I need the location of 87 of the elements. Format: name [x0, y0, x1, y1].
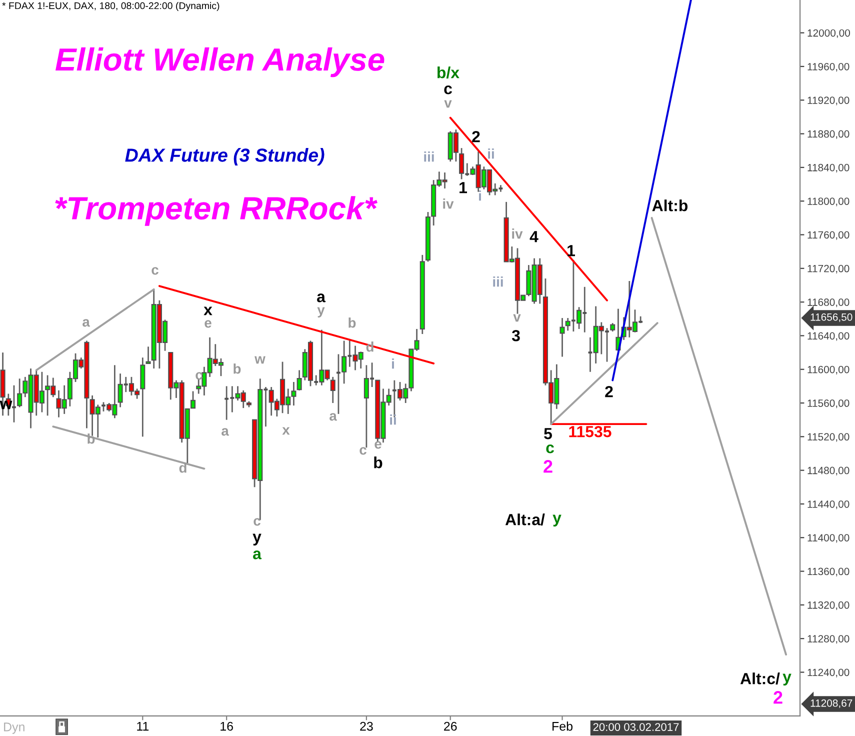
annotation: a [317, 294, 326, 302]
annotation: v [444, 100, 452, 108]
candlestick [11, 384, 17, 424]
y-tick-label: 11760,00 [808, 231, 850, 240]
annotation: iii [424, 152, 434, 162]
annotation: c [444, 86, 452, 94]
annotation: b/x [438, 66, 460, 78]
annotation: d [179, 462, 186, 473]
y-tick-label: 11440,00 [808, 500, 850, 510]
text: Elliott Wellen Analyse [55, 47, 384, 78]
text: 11656,50 [810, 313, 852, 322]
annotation: c [360, 447, 366, 455]
x-tick-label: 11 [137, 722, 149, 731]
y-tick-label: 11280,00 [808, 635, 850, 644]
candlestick [190, 390, 196, 409]
candlestick [560, 317, 565, 358]
x-tick-label: 16 [220, 722, 233, 731]
text: 11208,67 [810, 699, 852, 708]
candlestick [296, 369, 302, 392]
annotation: a [82, 319, 90, 327]
y-tick-label: 11560,00 [808, 400, 850, 408]
y-tick-label: 11640,00 [808, 332, 850, 341]
candlestick [146, 346, 151, 364]
annotation: iv [443, 198, 454, 209]
x-tick-label: Feb [552, 722, 572, 731]
y-tick-label: 11800,00 [808, 198, 850, 206]
annotation: a [222, 428, 229, 436]
annotation: c [254, 518, 260, 526]
x-tick-label: 26 [444, 722, 457, 731]
annotation: iii [493, 276, 503, 287]
annotation: c [546, 444, 554, 454]
annotation: 2 [472, 130, 480, 142]
annotation: y [552, 514, 562, 526]
annotation: b [234, 364, 241, 374]
annotation: x [204, 306, 212, 316]
y-tick-label: 11360,00 [808, 568, 850, 576]
annotation: ii [488, 148, 494, 159]
annotation: 11535 [569, 426, 612, 438]
y-tick-label: 11960,00 [808, 62, 850, 72]
annotation: e [374, 441, 382, 449]
y-tick-label: 11920,00 [808, 96, 850, 106]
annotation: a [330, 413, 337, 421]
annotation: Alt:a/ [505, 514, 545, 526]
annotation: a [253, 550, 262, 560]
annotation: c [152, 267, 158, 275]
y-tick-label: 11680,00 [808, 298, 850, 308]
y-tick-label: 11320,00 [808, 601, 850, 610]
annotation: ii [390, 414, 396, 425]
annotation: * FDAX 1!-EUX, DAX, 180, 08:00-22:00 (Dynamic) [2, 2, 220, 12]
annotation: 2 [605, 386, 613, 398]
text: DAX Future (3 Stunde) [125, 148, 324, 166]
candlestick [140, 356, 146, 438]
text: Dyn [4, 722, 24, 734]
y-tick-label: 11840,00 [808, 164, 850, 173]
y-tick-label: 11480,00 [808, 466, 850, 476]
y-tick-label: 11600,00 [808, 366, 850, 374]
annotation: y [252, 534, 262, 546]
annotation: 1 [460, 182, 467, 194]
annotation: e [204, 320, 212, 328]
annotation: 5 [544, 428, 552, 440]
annotation: 4 [530, 231, 538, 242]
annotation: 1 [568, 245, 575, 256]
y-tick-label: 11720,00 [808, 264, 850, 274]
y-tick-label: 11520,00 [808, 433, 850, 442]
y-tick-label: 11400,00 [808, 534, 850, 543]
annotation: i [479, 190, 481, 201]
annotation: iv [512, 228, 523, 239]
annotation: w [254, 356, 266, 364]
annotation: b [348, 318, 356, 328]
annotation: v [513, 314, 521, 322]
annotation: b [374, 456, 382, 468]
annotation: y [782, 674, 792, 686]
annotation: *Trompeten RRRock* [55, 196, 378, 226]
candlestick [330, 376, 336, 404]
y-tick-label: 11240,00 [808, 668, 850, 678]
annotation: Alt:c/ [740, 672, 780, 684]
annotation: 2 [544, 460, 552, 473]
annotation: 2 [774, 691, 782, 704]
annotation: i [392, 358, 394, 369]
y-tick-label: 12000,00 [808, 29, 850, 38]
annotation: Alt:b [652, 200, 688, 212]
y-tick-label: 11880,00 [808, 130, 850, 139]
annotation: x [282, 427, 290, 435]
annotation: 3 [512, 330, 520, 342]
annotation: y [317, 307, 325, 318]
text: 20:00 03.02.2017 [593, 723, 679, 731]
x-tick-label: 23 [360, 722, 373, 731]
